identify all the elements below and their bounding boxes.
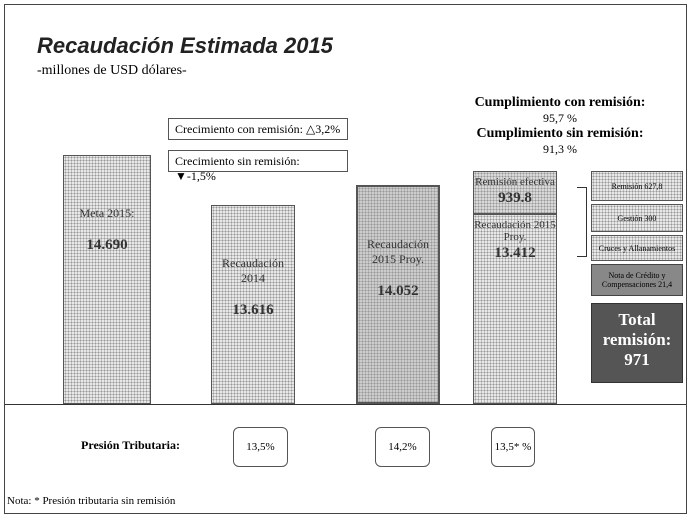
bar: Recaudación 2015 Proy. 14.052 <box>356 184 440 404</box>
bar-label: Meta 2015: <box>79 206 135 221</box>
bar-value: 14.052 <box>377 282 419 299</box>
growth-value: -1,5% <box>186 169 216 183</box>
compliance-value: 95,7 % <box>543 111 577 125</box>
growth-label: Crecimiento con remisión: <box>175 122 303 136</box>
bar-label: Recaudación 2014 <box>222 255 284 285</box>
total-box: Total remisión: 971 <box>591 303 683 383</box>
bar-value: 13.616 <box>232 301 274 318</box>
bar-value: 13.412 <box>494 245 536 262</box>
pressure-box: 14,2% <box>375 427 430 467</box>
compliance-label: Cumplimiento sin remisión: <box>476 126 644 141</box>
note: Nota: * Presión tributaria sin remisión <box>7 495 176 507</box>
breakdown-box: Nota de Crédito y Compensaciones 21,4 <box>591 264 683 296</box>
bar-label: Recaudación 2015 Proy. <box>474 219 556 244</box>
breakdown-box: Remisión 627,8 <box>591 171 683 201</box>
bar-segment: Remisión efectiva 939.8 <box>473 170 557 215</box>
growth-label: Crecimiento sin remisión: <box>175 154 300 168</box>
bar-label: Remisión efectiva <box>475 175 555 188</box>
slide: Recaudación Estimada 2015 -millones de U… <box>4 4 687 514</box>
title: Recaudación Estimada 2015 <box>37 33 333 58</box>
pressure-box: 13,5* % <box>491 427 535 467</box>
bar-value: 14.690 <box>86 237 128 254</box>
total-label: Total remisión: <box>602 310 672 349</box>
growth-box: Crecimiento con remisión: △3,2% <box>168 118 348 140</box>
breakdown-box: Gestión 300 <box>591 204 683 232</box>
brace <box>577 187 587 257</box>
bar: Recaudación 2014 13.616 <box>211 204 295 404</box>
pressure-label: Presión Tributaria: <box>81 438 180 452</box>
compliance-box: Cumplimiento con remisión: 95,7 % Cumpli… <box>435 91 685 173</box>
compliance-value: 91,3 % <box>543 142 577 156</box>
compliance-label: Cumplimiento con remisión: <box>474 95 646 110</box>
bar-label: Recaudación 2015 Proy. <box>367 236 429 266</box>
bar: Meta 2015: 14.690 <box>63 155 151 404</box>
breakdown-box: Cruces y Allanamientos <box>591 235 683 261</box>
total-value: 971 <box>624 350 650 369</box>
bar-value: 939.8 <box>498 189 532 206</box>
growth-box: Crecimiento sin remisión: ▼-1,5% <box>168 150 348 183</box>
subtitle: -millones de USD dólares- <box>37 63 187 78</box>
bar-segment: Recaudación 2015 Proy. 13.412 <box>473 214 557 404</box>
pressure-box: 13,5% <box>233 427 288 467</box>
growth-value: 3,2% <box>315 122 341 136</box>
baseline <box>5 404 686 405</box>
